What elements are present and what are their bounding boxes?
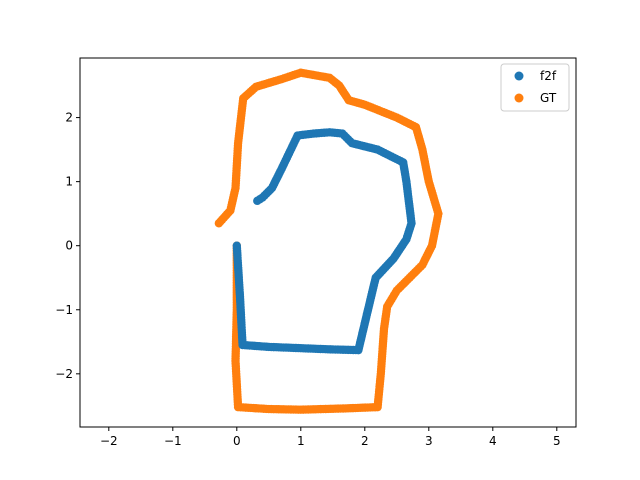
x-tick-label: 4 xyxy=(489,434,497,448)
y-tick-label: 1 xyxy=(65,175,73,189)
x-tick-label: 3 xyxy=(425,434,433,448)
legend-marker-gt xyxy=(514,93,524,103)
x-tick-label: −2 xyxy=(100,434,118,448)
series-layer xyxy=(214,68,443,414)
series-gt xyxy=(214,68,443,414)
y-axis: −2 −1 0 1 2 xyxy=(55,111,80,381)
legend: f2f GT xyxy=(500,63,570,112)
y-tick-label: −2 xyxy=(55,367,73,381)
legend-marker-f2f xyxy=(514,71,524,81)
x-tick-label: 0 xyxy=(233,434,241,448)
plot-area xyxy=(79,57,577,428)
data-point xyxy=(253,196,262,206)
legend-box xyxy=(500,63,570,112)
x-tick-label: −1 xyxy=(164,434,182,448)
y-tick-label: 2 xyxy=(65,111,73,125)
y-tick-label: 0 xyxy=(65,239,73,253)
series-f2f xyxy=(232,128,416,355)
x-tick-label: 5 xyxy=(553,434,561,448)
x-axis: −2 −1 0 1 2 3 4 5 xyxy=(100,427,561,448)
x-tick-label: 1 xyxy=(297,434,305,448)
y-tick-label: −1 xyxy=(55,303,73,317)
x-tick-label: 2 xyxy=(361,434,369,448)
legend-label-f2f: f2f xyxy=(540,69,557,83)
axes-frame xyxy=(79,57,577,428)
legend-label-gt: GT xyxy=(540,91,557,105)
